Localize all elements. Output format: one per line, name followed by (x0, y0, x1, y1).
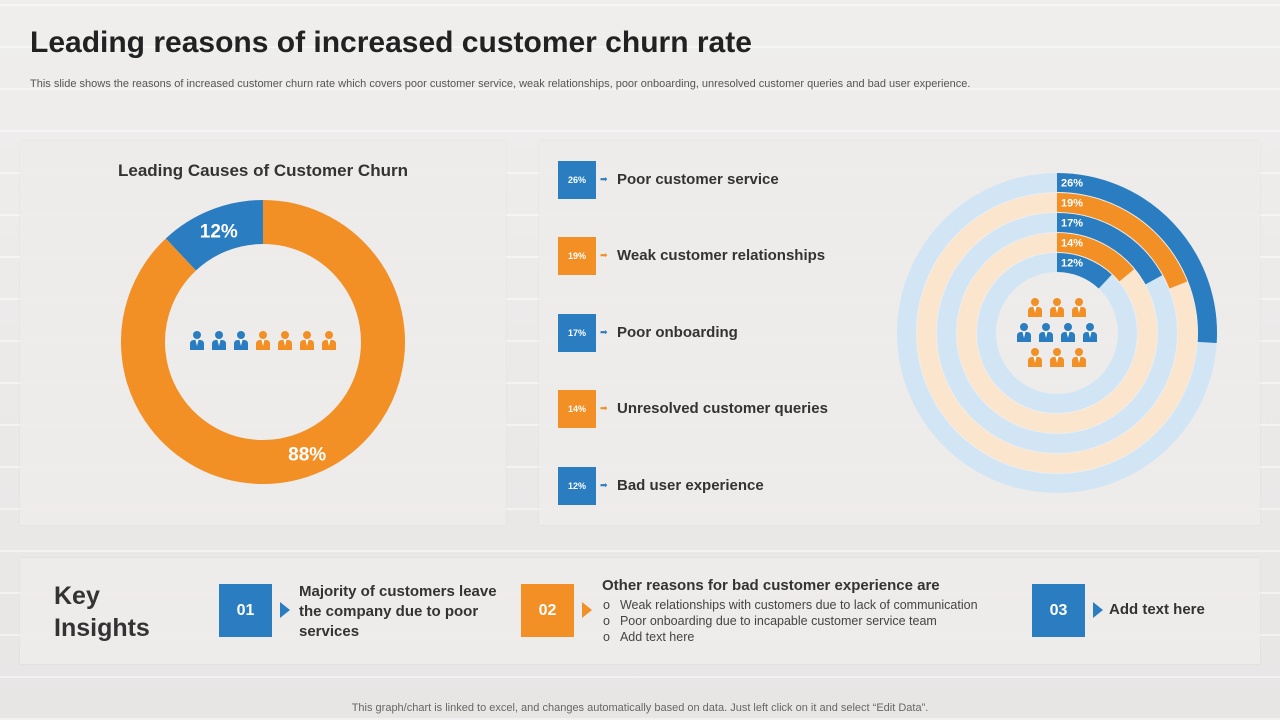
triangle-right-icon (280, 602, 290, 618)
radial-bar-label: 19% (1061, 198, 1083, 210)
insight-text-03: Add text here (1109, 601, 1205, 618)
footer-note: This graph/chart is linked to excel, and… (351, 702, 929, 714)
arrow-right-icon: ➡ (600, 250, 608, 260)
legend-pct-box: 26% (558, 161, 596, 199)
person-icon (322, 331, 336, 350)
radial-bar-0[interactable] (1056, 173, 1217, 344)
radial-bar-label: 12% (1061, 258, 1083, 270)
page-subtitle: This slide shows the reasons of increase… (30, 78, 971, 90)
insight-number-02: 02 (521, 584, 574, 637)
radial-bar-1[interactable] (1056, 193, 1188, 289)
person-icon (1050, 298, 1064, 317)
legend-pct-box: 17% (558, 314, 596, 352)
radial-bar-label: 26% (1061, 178, 1083, 190)
donut-slice-label: 12% (200, 221, 238, 242)
radial-bar-label: 14% (1061, 238, 1083, 250)
legend-item-weak-customer-relationships[interactable]: 19% ➡ Weak customer relationships (558, 237, 878, 277)
legend-pct-box: 14% (558, 390, 596, 428)
person-icon (278, 331, 292, 350)
key-insights-heading-line1: Key (54, 582, 100, 610)
triangle-right-icon (582, 602, 592, 618)
donut-chart-title: Leading Causes of Customer Churn (118, 161, 408, 180)
legend-label: Unresolved customer queries (617, 400, 828, 417)
donut-chart[interactable]: 12% 88% (20, 141, 506, 525)
arrow-right-icon: ➡ (600, 480, 608, 490)
insight-number-03: 03 (1032, 584, 1085, 637)
donut-slice-label: 88% (288, 445, 326, 466)
insight-number-01: 01 (219, 584, 272, 637)
key-insights-heading: Key Insights (54, 580, 150, 644)
person-icon (190, 331, 204, 350)
key-insights-panel: Key Insights 01 Majority of customers le… (20, 558, 1260, 664)
person-icon (234, 331, 248, 350)
person-icon (1039, 323, 1053, 342)
person-icon (1050, 348, 1064, 367)
key-insights-heading-line2: Insights (54, 614, 150, 642)
arrow-right-icon: ➡ (600, 403, 608, 413)
person-icon (256, 331, 270, 350)
legend-pct-box: 19% (558, 237, 596, 275)
legend-item-poor-customer-service[interactable]: 26% ➡ Poor customer service (558, 161, 878, 201)
legend-label: Bad user experience (617, 477, 764, 494)
radial-track-4 (977, 253, 1137, 413)
radial-chart-panel: 26% ➡ Poor customer service 19% ➡ Weak c… (539, 141, 1260, 525)
insight-heading-02: Other reasons for bad customer experienc… (602, 577, 940, 594)
radial-bar-label: 17% (1061, 218, 1083, 230)
radial-bar-4[interactable] (1056, 253, 1112, 289)
person-icon (1083, 323, 1097, 342)
legend-label: Poor customer service (617, 171, 779, 188)
person-icon (212, 331, 226, 350)
donut-chart-panel: Leading Causes of Customer Churn 12% 88% (20, 141, 506, 525)
insight-bullet: Poor onboarding due to incapable custome… (603, 613, 978, 629)
person-icon (1017, 323, 1031, 342)
radial-bar-2[interactable] (1056, 213, 1163, 285)
legend-label: Poor onboarding (617, 324, 738, 341)
insight-bullets-02: Weak relationships with customers due to… (603, 597, 978, 645)
insight-bullet: Add text here (603, 629, 978, 645)
triangle-right-icon (1093, 602, 1103, 618)
legend-item-poor-onboarding[interactable]: 17% ➡ Poor onboarding (558, 314, 878, 354)
arrow-right-icon: ➡ (600, 327, 608, 337)
legend-label: Weak customer relationships (617, 247, 826, 264)
person-icon (1072, 348, 1086, 367)
legend-item-bad-user-experience[interactable]: 12% ➡ Bad user experience (558, 467, 878, 507)
radial-bar-3[interactable] (1056, 233, 1135, 282)
radial-bar-chart[interactable]: 26% 19% 17% 14% 12% (539, 141, 1260, 525)
donut-slice-0[interactable] (165, 200, 264, 272)
insight-bullet: Weak relationships with customers due to… (603, 597, 978, 613)
person-icon (1028, 348, 1042, 367)
legend-pct-box: 12% (558, 467, 596, 505)
donut-slice-1[interactable] (121, 200, 405, 484)
insight-text-01: Majority of customers leave the company … (299, 583, 497, 640)
person-icon (1028, 298, 1042, 317)
person-icon (1072, 298, 1086, 317)
legend-item-unresolved-customer-queries[interactable]: 14% ➡ Unresolved customer queries (558, 390, 878, 430)
page-title: Leading reasons of increased customer ch… (30, 26, 752, 59)
person-icon (1061, 323, 1075, 342)
person-icon (300, 331, 314, 350)
arrow-right-icon: ➡ (600, 174, 608, 184)
